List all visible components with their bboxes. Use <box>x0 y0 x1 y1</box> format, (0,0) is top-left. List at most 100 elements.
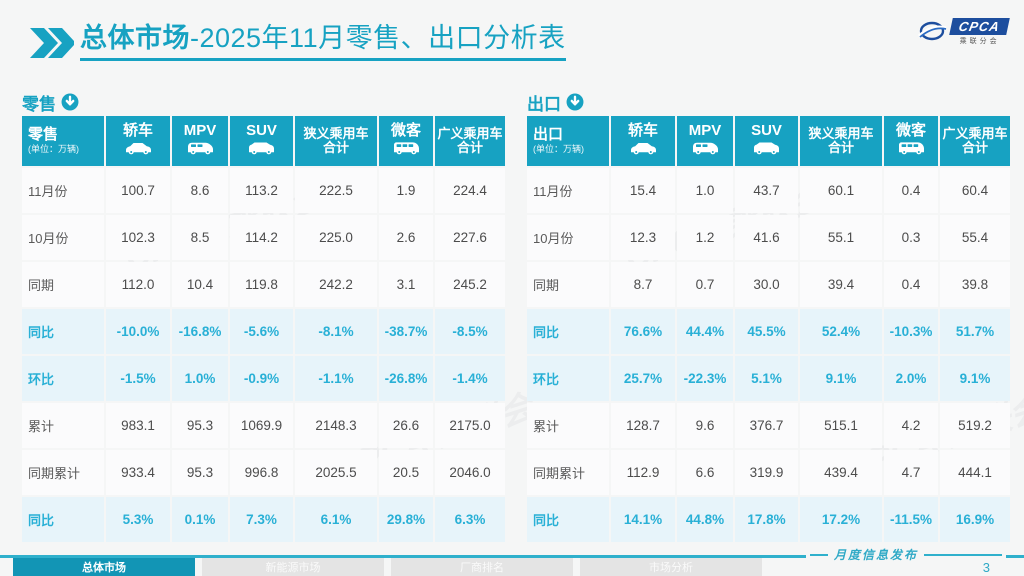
table-cell: 222.5 <box>295 168 377 213</box>
table-cell: 0.7 <box>677 262 733 307</box>
table-cell: 933.4 <box>106 450 170 495</box>
row-label: 同比 <box>527 309 609 354</box>
table-cell: 44.8% <box>677 497 733 542</box>
footer-tab-2[interactable]: 新能源市场 <box>202 558 384 576</box>
table-cell: 0.3 <box>884 215 938 260</box>
footer-tab-4[interactable]: 市场分析 <box>580 558 762 576</box>
cpca-wordmark: CPCA <box>949 18 1010 35</box>
table-cell: 983.1 <box>106 403 170 448</box>
footer-tab-3[interactable]: 厂商排名 <box>391 558 573 576</box>
table-cell: 9.1% <box>800 356 882 401</box>
table-cell: 8.5 <box>172 215 228 260</box>
export-panel: 出口 出口 (单位：万辆) 轿车 MPV SUV 狭义乘用车 合计 微客 广义乘用车 合计 11月份… <box>527 90 1010 542</box>
retail-section-label: 零售 <box>22 90 505 114</box>
table-cell: 20.5 <box>379 450 433 495</box>
table-cell: 25.7% <box>611 356 675 401</box>
row-label: 11月份 <box>22 168 104 213</box>
publication-label: 月度信息发布 <box>805 546 1006 563</box>
arrow-down-circle-icon <box>566 93 584 111</box>
table-cell: 996.8 <box>230 450 293 495</box>
column-header: 微客 <box>884 116 938 166</box>
column-header: 狭义乘用车 合计 <box>295 116 377 166</box>
column-header: MPV <box>172 116 228 166</box>
export-section-label: 出口 <box>527 90 1010 114</box>
column-header: SUV <box>735 116 798 166</box>
row-label: 10月份 <box>527 215 609 260</box>
table-cell: 4.2 <box>884 403 938 448</box>
arrow-down-circle-icon <box>61 93 79 111</box>
table-cell: 51.7% <box>940 309 1010 354</box>
table-cell: 2.0% <box>884 356 938 401</box>
footer-tab-1[interactable]: 总体市场 <box>13 558 195 576</box>
export-table: 出口 (单位：万辆) 轿车 MPV SUV 狭义乘用车 合计 微客 广义乘用车 合计 11月份 15.… <box>527 116 1010 542</box>
table-cell: 17.8% <box>735 497 798 542</box>
table-cell: 17.2% <box>800 497 882 542</box>
column-header: 狭义乘用车 合计 <box>800 116 882 166</box>
footer-tabs: 总体市场 新能源市场 厂商排名 市场分析 <box>13 558 762 576</box>
table-cell: 119.8 <box>230 262 293 307</box>
row-label: 同比 <box>527 497 609 542</box>
row-label: 同期累计 <box>22 450 104 495</box>
table-cell: 439.4 <box>800 450 882 495</box>
table-cell: 444.1 <box>940 450 1010 495</box>
table-cell: 10.4 <box>172 262 228 307</box>
dash <box>809 553 828 556</box>
column-header: 广义乘用车 合计 <box>435 116 505 166</box>
table-cell: 519.2 <box>940 403 1010 448</box>
table-cell: -22.3% <box>677 356 733 401</box>
retail-section-title: 零售 <box>22 94 56 114</box>
table-cell: 45.5% <box>735 309 798 354</box>
page-title: 总体市场-2025年11月零售、出口分析表 <box>80 23 566 61</box>
table-cell: -5.6% <box>230 309 293 354</box>
table-cell: 26.6 <box>379 403 433 448</box>
retail-panel: 零售 零售 (单位：万辆) 轿车 MPV SUV 狭义乘用车 合计 微客 广义乘用车 合计 11月份… <box>22 90 505 542</box>
dash <box>924 553 1002 556</box>
table-cell: -10.0% <box>106 309 170 354</box>
minibus-icon <box>393 139 420 160</box>
table-cell: 4.7 <box>884 450 938 495</box>
table-cell: 5.1% <box>735 356 798 401</box>
table-cell: 1.0% <box>172 356 228 401</box>
table-cell: 112.9 <box>611 450 675 495</box>
table-cell: 6.1% <box>295 497 377 542</box>
page-number: 3 <box>982 560 990 575</box>
table-cell: 76.6% <box>611 309 675 354</box>
table-cell: 319.9 <box>735 450 798 495</box>
table-cell: 60.4 <box>940 168 1010 213</box>
table-cell: 2175.0 <box>435 403 505 448</box>
double-chevron-icon <box>30 28 74 58</box>
table-cell: 225.0 <box>295 215 377 260</box>
minibus-icon <box>898 139 925 160</box>
table-cell: 1.9 <box>379 168 433 213</box>
table-cell: 5.3% <box>106 497 170 542</box>
sedan-icon <box>630 139 657 160</box>
table-cell: 9.6 <box>677 403 733 448</box>
table-cell: 114.2 <box>230 215 293 260</box>
row-label: 环比 <box>22 356 104 401</box>
table-cell: -1.1% <box>295 356 377 401</box>
sedan-icon <box>125 139 152 160</box>
table-cell: 8.7 <box>611 262 675 307</box>
table-cell: 9.1% <box>940 356 1010 401</box>
title-rest: -2025年11月零售、出口分析表 <box>190 23 566 53</box>
table-cell: 1.0 <box>677 168 733 213</box>
row-label: 同比 <box>22 309 104 354</box>
table-cell: -8.1% <box>295 309 377 354</box>
table-cell: 227.6 <box>435 215 505 260</box>
table-cell: 15.4 <box>611 168 675 213</box>
table-cell: 1.2 <box>677 215 733 260</box>
table-cell: 30.0 <box>735 262 798 307</box>
table-cell: -8.5% <box>435 309 505 354</box>
table-cell: 376.7 <box>735 403 798 448</box>
table-cell: 14.1% <box>611 497 675 542</box>
column-header: 广义乘用车 合计 <box>940 116 1010 166</box>
table-cell: 3.1 <box>379 262 433 307</box>
table-cell: 41.6 <box>735 215 798 260</box>
column-header: SUV <box>230 116 293 166</box>
table-cell: 29.8% <box>379 497 433 542</box>
table-cell: -1.5% <box>106 356 170 401</box>
row-label: 10月份 <box>22 215 104 260</box>
table-cell: -0.9% <box>230 356 293 401</box>
cpca-swoosh-icon <box>918 21 947 41</box>
